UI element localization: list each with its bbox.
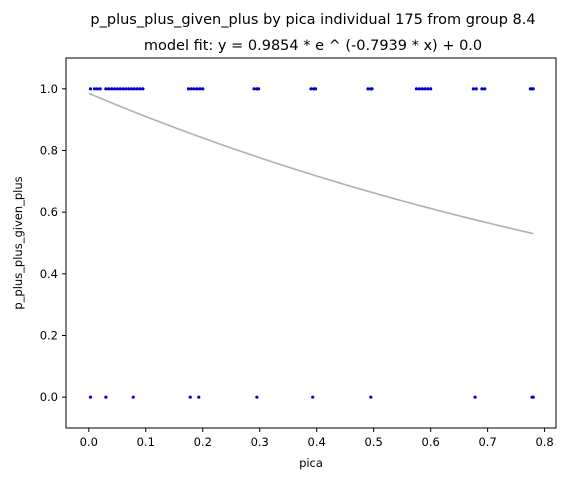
data-point <box>118 87 122 91</box>
data-point <box>107 87 111 91</box>
x-tick-label: 0.7 <box>478 435 496 449</box>
data-point <box>311 395 315 399</box>
y-tick-label: 0.0 <box>40 390 58 404</box>
data-point <box>201 87 205 91</box>
plot-frame <box>65 57 557 429</box>
chart-subtitle: model fit: y = 0.9854 * e ^ (-0.7939 * x… <box>144 38 482 54</box>
data-point <box>429 87 433 91</box>
x-axis-label: pica <box>299 456 323 470</box>
data-point <box>473 395 477 399</box>
y-tick-label: 0.8 <box>40 144 58 158</box>
data-point <box>104 395 108 399</box>
data-point <box>531 87 535 91</box>
data-point <box>423 87 427 91</box>
y-tick-label: 0.4 <box>40 267 58 281</box>
x-tick-label: 0.1 <box>137 435 155 449</box>
data-point <box>195 87 199 91</box>
data-point <box>188 395 192 399</box>
data-point <box>192 87 196 91</box>
data-point <box>115 87 119 91</box>
data-points-layer <box>88 87 535 399</box>
y-tick-label: 0.6 <box>40 205 58 219</box>
fit-curve-layer <box>88 92 534 235</box>
data-point <box>189 87 193 91</box>
data-point <box>256 87 261 91</box>
data-point <box>197 395 201 399</box>
x-axis-ticks: 0.0 0.1 0.2 0.3 0.4 0.5 0.6 0.7 0.8 <box>80 428 554 449</box>
data-point <box>480 87 484 91</box>
x-tick-label: 0.2 <box>194 435 212 449</box>
y-axis-ticks: 0.0 0.2 0.4 0.6 0.8 1.0 <box>40 82 66 404</box>
data-point <box>98 87 102 91</box>
data-point <box>252 87 256 91</box>
data-point <box>95 87 99 91</box>
data-point <box>483 87 487 91</box>
data-point <box>471 87 475 91</box>
fit-curve <box>88 92 534 235</box>
x-tick-label: 0.6 <box>422 435 440 449</box>
data-point <box>112 87 117 91</box>
data-point <box>531 395 535 399</box>
x-tick-label: 0.5 <box>365 435 383 449</box>
data-point <box>414 87 419 91</box>
data-point <box>141 87 145 91</box>
data-point <box>129 87 134 91</box>
data-point <box>186 87 191 91</box>
data-point <box>366 87 370 91</box>
data-point <box>420 87 424 91</box>
data-point <box>138 87 142 91</box>
data-point <box>124 87 128 91</box>
data-point <box>109 87 114 91</box>
x-tick-label: 0.0 <box>80 435 98 449</box>
data-point <box>309 87 313 91</box>
data-point <box>127 87 131 91</box>
data-point <box>198 87 202 91</box>
data-point <box>132 87 136 91</box>
x-tick-label: 0.3 <box>251 435 269 449</box>
data-point <box>255 395 259 399</box>
data-point <box>313 87 318 91</box>
data-point <box>370 87 374 91</box>
data-point <box>104 87 108 91</box>
data-point <box>131 395 135 399</box>
chart-title: p_plus_plus_given_plus by pica individua… <box>90 12 535 28</box>
data-point <box>474 87 478 91</box>
data-point <box>92 87 97 91</box>
data-point <box>417 87 421 91</box>
x-tick-label: 0.4 <box>308 435 326 449</box>
x-tick-label: 0.8 <box>535 435 553 449</box>
data-point <box>426 87 430 91</box>
data-point <box>88 395 93 399</box>
y-axis-label: p_plus_plus_given_plus <box>11 176 25 309</box>
y-tick-label: 1.0 <box>40 82 58 96</box>
data-point <box>369 395 373 399</box>
data-point <box>88 87 93 91</box>
data-point <box>135 87 139 91</box>
data-point <box>121 87 125 91</box>
y-tick-label: 0.2 <box>40 329 58 343</box>
